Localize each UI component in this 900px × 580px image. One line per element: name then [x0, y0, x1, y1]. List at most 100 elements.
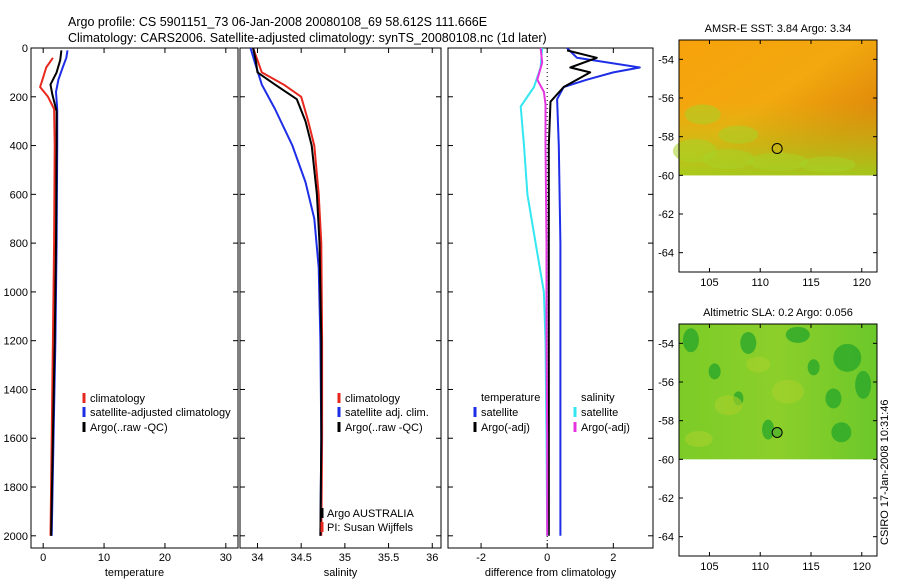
sla-low-patch	[714, 395, 743, 416]
header-line-2: Climatology: CARS2006. Satellite-adjuste…	[68, 31, 547, 45]
y-tick-label: -62	[658, 493, 674, 505]
sst-cold-patch	[799, 156, 856, 173]
float-position-marker	[771, 142, 783, 154]
x-axis-label: salinity	[324, 567, 358, 579]
legend-argo: Argo(..raw -QC)	[90, 422, 168, 434]
y-tick-label: 600	[10, 189, 28, 201]
sla-high-patch	[740, 331, 757, 354]
float-position-marker	[771, 426, 783, 438]
y-tick-label: 1800	[4, 482, 28, 494]
sla-map-title: Altimetric SLA: 0.2 Argo: 0.056	[703, 307, 853, 319]
y-tick-label: 1200	[4, 336, 28, 348]
x-tick-label: 30	[220, 552, 232, 564]
y-tick-label: -60	[658, 454, 674, 466]
y-tick-label: 2000	[4, 531, 28, 543]
series-line-argo-raw-qc-	[252, 47, 323, 536]
y-tick-label: -56	[658, 377, 674, 389]
annotation-pi: PI: Susan Wijffels	[327, 522, 413, 534]
x-tick-label: -2	[476, 552, 486, 564]
temperature-profile-panel: 0 10 20 30 0 200 400 600 800 1000 1200 1400 1600 1800…	[4, 43, 239, 579]
legend-heading-salinity: salinity	[581, 392, 615, 404]
salinity-profile-panel: 34 34.5 35 35.5 36 salinity climatology satelli…	[239, 47, 442, 579]
series-line-argo-raw-qc-	[49, 50, 63, 536]
sst-cold-patch	[718, 125, 759, 144]
x-tick-label: 120	[853, 277, 871, 289]
plot-frame	[239, 47, 442, 549]
y-tick-label: 400	[10, 141, 28, 153]
y-tick-label: -54	[658, 54, 674, 66]
sla-high-patch	[855, 370, 872, 399]
x-axis-label: difference from climatology	[485, 567, 617, 579]
sst-map-panel: AMSR-E SST: 3.84 Argo: 3.34 105 110 115 120…	[658, 23, 878, 289]
y-tick-label: -58	[658, 416, 674, 428]
sla-high-patch	[831, 422, 852, 443]
y-tick-label: 1400	[4, 384, 28, 396]
legend-temp-argo: Argo(-adj)	[481, 422, 530, 434]
legend-argo: Argo(..raw -QC)	[345, 422, 423, 434]
sla-low-patch	[684, 431, 713, 448]
series-line-temperature-satellite	[556, 47, 641, 536]
x-tick-label: 35.5	[378, 552, 399, 564]
legend-heading-temperature: temperature	[481, 392, 540, 404]
x-axis-label: temperature	[105, 567, 164, 579]
x-tick-label: 115	[802, 277, 820, 289]
sla-high-patch	[762, 419, 775, 440]
x-tick-label: 120	[853, 561, 871, 573]
sst-cold-patch	[748, 152, 808, 171]
annotation-argo-australia: Argo AUSTRALIA	[327, 508, 414, 520]
legend-satellite-adj: satellite adj. clim.	[345, 407, 429, 419]
sst-map-title: AMSR-E SST: 3.84 Argo: 3.34	[705, 23, 852, 35]
legend-sal-argo: Argo(-adj)	[581, 422, 630, 434]
series-line-climatology	[39, 57, 56, 536]
sla-map-panel: Altimetric SLA: 0.2 Argo: 0.056 105 110 11…	[658, 307, 878, 573]
y-tick-label: -54	[658, 338, 674, 350]
x-tick-label: 36	[426, 552, 438, 564]
x-tick-label: 10	[98, 552, 110, 564]
x-tick-label: 0	[40, 552, 46, 564]
plot-frame	[447, 47, 654, 549]
x-tick-label: 34.5	[290, 552, 311, 564]
sst-cold-patch	[702, 149, 755, 170]
x-tick-label: 105	[700, 561, 718, 573]
x-tick-label: 110	[751, 277, 769, 289]
sla-low-patch	[771, 379, 804, 404]
x-tick-label: 115	[802, 561, 820, 573]
y-tick-label: -56	[658, 93, 674, 105]
map-frame	[678, 39, 878, 273]
x-tick-label: 34	[251, 552, 263, 564]
x-tick-label: 2	[610, 552, 616, 564]
x-tick-label: 110	[751, 561, 769, 573]
y-tick-label: 200	[10, 92, 28, 104]
map-frame	[678, 323, 878, 557]
plot-frame	[30, 47, 239, 549]
credit-label: CSIRO 17-Jan-2008 10:31:46	[879, 399, 891, 545]
series-line-temperature-argo-adj-	[547, 49, 598, 536]
y-tick-label: 1600	[4, 433, 28, 445]
sla-high-patch	[807, 359, 820, 376]
legend-temp-satellite: satellite	[481, 407, 518, 419]
x-tick-label: 20	[159, 552, 171, 564]
y-tick-label: 1000	[4, 287, 28, 299]
x-tick-label: 0	[544, 552, 550, 564]
sla-high-patch	[785, 326, 810, 343]
x-tick-label: 105	[700, 277, 718, 289]
legend-climatology: climatology	[90, 393, 146, 405]
sla-high-patch	[825, 388, 842, 409]
sla-high-patch	[833, 343, 862, 372]
y-tick-label: -62	[658, 209, 674, 221]
sla-low-patch	[746, 356, 771, 373]
x-tick-label: 35	[339, 552, 351, 564]
series-line-salinity-argo-adj-	[536, 47, 549, 536]
header-line-1: Argo profile: CS 5901151_73 06-Jan-2008 …	[68, 15, 487, 29]
sst-cold-patch	[684, 104, 721, 125]
legend-satellite-adjusted: satellite-adjusted climatology	[90, 407, 231, 419]
y-tick-label: 800	[10, 238, 28, 250]
y-tick-label: 0	[22, 43, 28, 55]
y-tick-label: -60	[658, 170, 674, 182]
y-tick-label: -64	[658, 248, 674, 260]
difference-profile-panel: -2 0 2 difference from climatology temperatu…	[447, 47, 654, 579]
sla-high-patch	[682, 328, 699, 353]
y-tick-label: -58	[658, 132, 674, 144]
sla-high-patch	[708, 363, 721, 380]
